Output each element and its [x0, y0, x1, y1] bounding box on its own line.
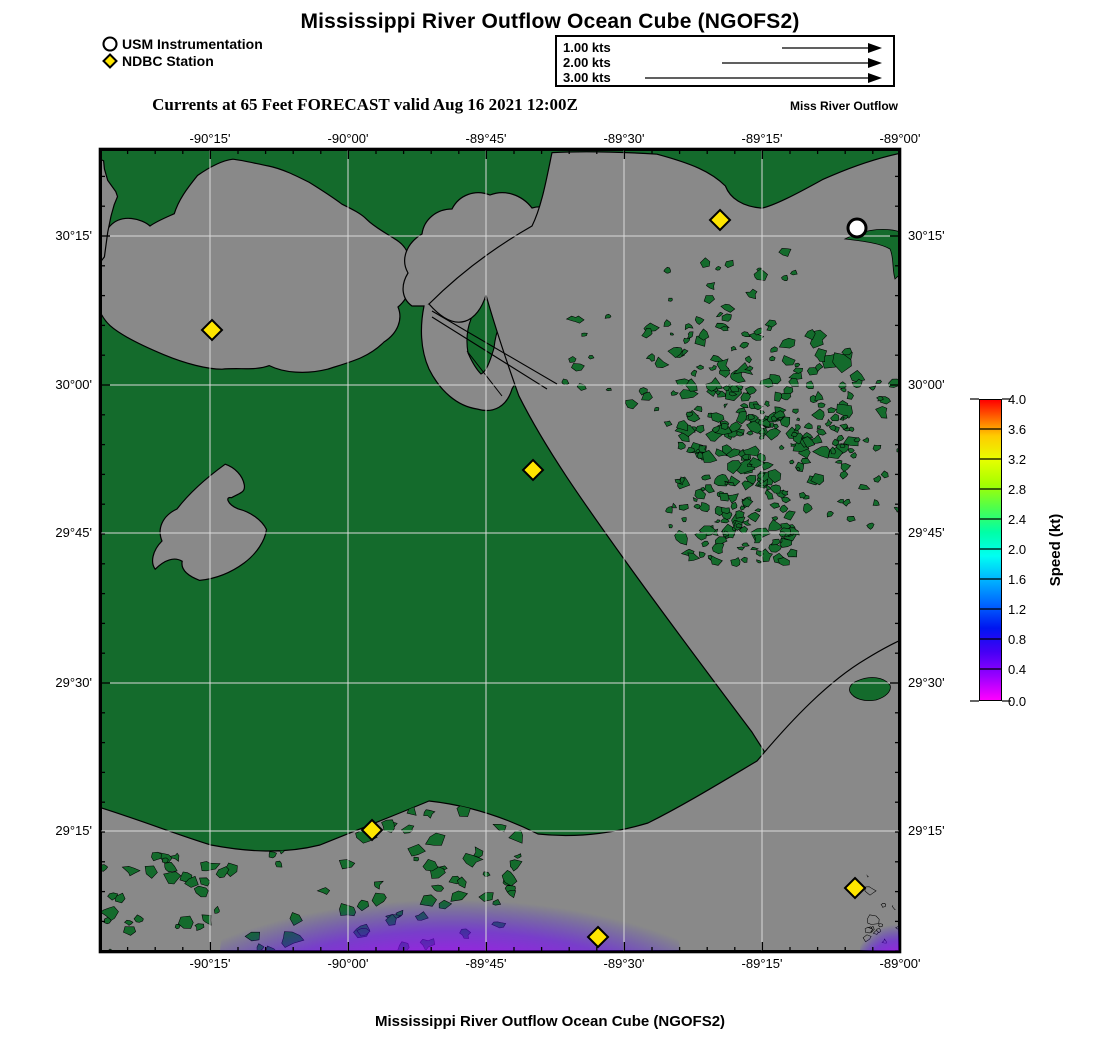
svg-text:2.4: 2.4 [1008, 512, 1026, 527]
svg-text:1.6: 1.6 [1008, 572, 1026, 587]
svg-text:2.8: 2.8 [1008, 482, 1026, 497]
svg-text:1.2: 1.2 [1008, 602, 1026, 617]
svg-text:3.6: 3.6 [1008, 422, 1026, 437]
svg-text:4.0: 4.0 [1008, 392, 1026, 407]
svg-text:2.0: 2.0 [1008, 542, 1026, 557]
svg-text:3.2: 3.2 [1008, 452, 1026, 467]
svg-text:0.4: 0.4 [1008, 662, 1026, 677]
svg-text:0.8: 0.8 [1008, 632, 1026, 647]
svg-text:0.0: 0.0 [1008, 694, 1026, 709]
svg-text:Speed (kt): Speed (kt) [1047, 514, 1064, 587]
